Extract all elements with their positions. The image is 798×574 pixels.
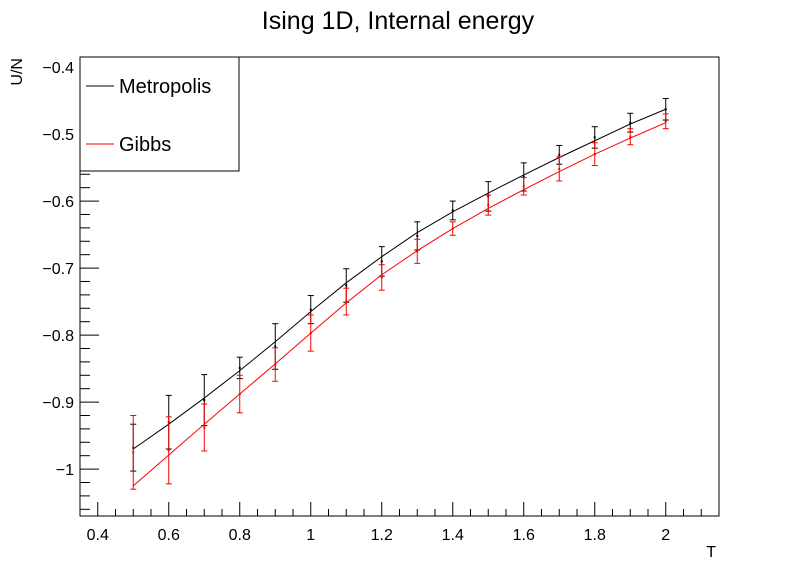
data-point xyxy=(345,284,348,287)
y-tick-label: −0.9 xyxy=(42,395,74,412)
legend: Metropolis Gibbs xyxy=(79,56,240,172)
data-point xyxy=(309,308,312,311)
x-tick-label: 0.4 xyxy=(87,527,109,544)
x-tick-label: 0.6 xyxy=(158,527,180,544)
data-point xyxy=(380,276,383,279)
data-point xyxy=(664,120,667,123)
data-point xyxy=(522,185,525,188)
y-axis-label: U/N xyxy=(9,58,26,86)
y-tick-label: −1 xyxy=(56,462,74,479)
data-point xyxy=(487,204,490,207)
series-line xyxy=(132,122,666,487)
y-tick-label: −0.8 xyxy=(42,328,74,345)
data-point xyxy=(664,108,667,111)
x-tick-label: 1.4 xyxy=(442,527,464,544)
data-point xyxy=(274,345,277,348)
data-point xyxy=(451,227,454,230)
data-point xyxy=(274,363,277,366)
data-point xyxy=(416,234,419,237)
data-point xyxy=(522,175,525,178)
data-point xyxy=(132,451,135,454)
data-point xyxy=(238,393,241,396)
series-gibbs xyxy=(130,113,669,490)
y-tick-label: −0.7 xyxy=(42,261,74,278)
legend-label-gibbs: Gibbs xyxy=(119,134,171,156)
legend-box xyxy=(79,56,240,172)
y-tick-label: −0.5 xyxy=(42,127,74,144)
data-point xyxy=(238,366,241,369)
data-point xyxy=(558,167,561,170)
series-layer xyxy=(130,98,669,490)
data-point xyxy=(593,153,596,156)
x-axis-label: T xyxy=(706,544,716,561)
data-point xyxy=(380,260,383,263)
x-tick-label: 2 xyxy=(661,527,670,544)
data-point xyxy=(593,136,596,139)
data-point xyxy=(451,209,454,212)
y-tick-label: −0.4 xyxy=(42,60,74,77)
legend-label-metropolis: Metropolis xyxy=(119,76,211,98)
plot-area: 0.4 0.6 0.8 1 1.2 1.4 1.6 1.8 2 −0.4 −0.5 −0.6 −0.7 −… xyxy=(42,60,702,544)
x-tick-label: 1 xyxy=(306,527,315,544)
series-line xyxy=(132,108,666,450)
data-point xyxy=(203,399,206,402)
plot-frame xyxy=(79,56,720,517)
data-point xyxy=(203,426,206,429)
data-point xyxy=(629,121,632,124)
y-tick-label: −0.6 xyxy=(42,194,74,211)
data-point xyxy=(309,332,312,335)
x-tick-label: 1.2 xyxy=(371,527,393,544)
x-tick-label: 0.8 xyxy=(229,527,251,544)
x-tick-label: 1.6 xyxy=(513,527,535,544)
data-point xyxy=(345,300,348,303)
data-point xyxy=(167,449,170,452)
chart-title: Ising 1D, Internal energy xyxy=(262,7,535,35)
x-tick-label: 1.8 xyxy=(584,527,606,544)
data-point xyxy=(629,135,632,138)
data-point xyxy=(416,250,419,253)
data-point xyxy=(558,153,561,156)
